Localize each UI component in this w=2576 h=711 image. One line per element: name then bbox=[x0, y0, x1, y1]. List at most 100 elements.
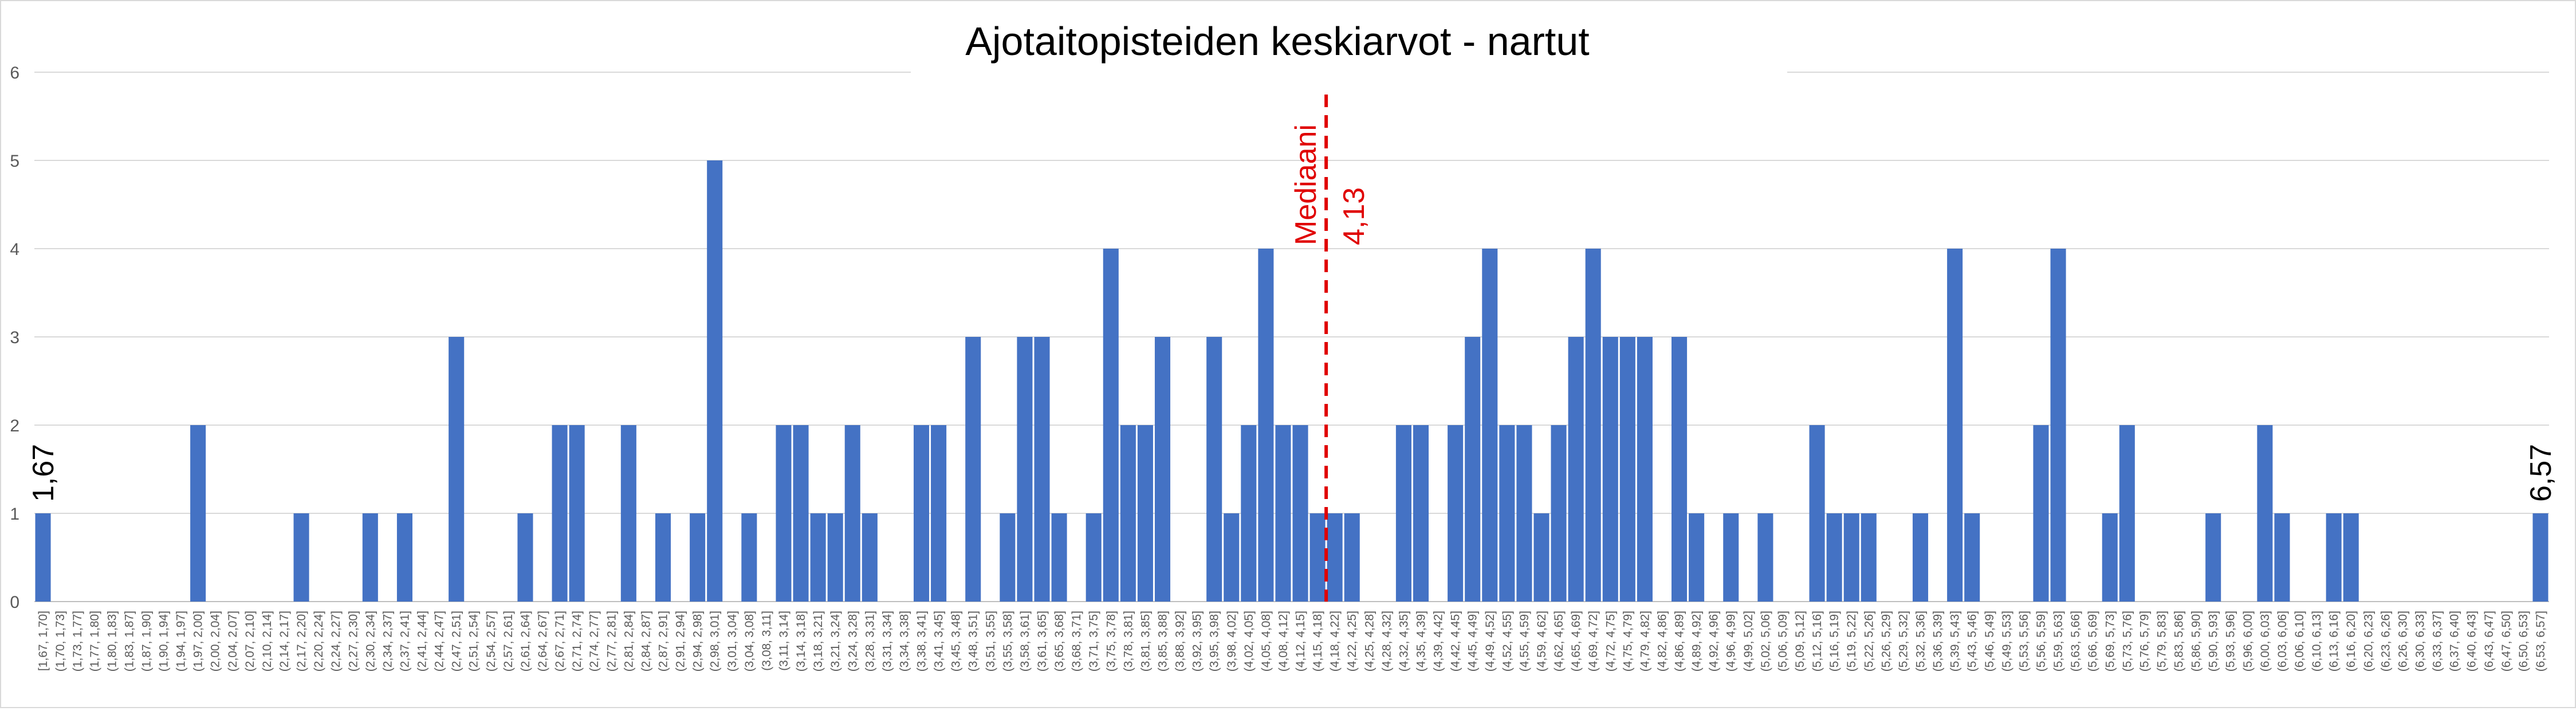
x-tick-label: (4,75, 4,79] bbox=[1621, 611, 1634, 671]
bar bbox=[707, 160, 723, 602]
bar bbox=[913, 425, 930, 602]
bar bbox=[931, 425, 947, 602]
bar bbox=[2050, 249, 2066, 602]
x-tick-label: (4,82, 4,86] bbox=[1655, 611, 1669, 671]
bar bbox=[2274, 513, 2290, 602]
bar bbox=[793, 425, 809, 602]
x-tick-label: (2,74, 2,77] bbox=[588, 611, 601, 671]
bar bbox=[1947, 249, 1963, 602]
x-tick-label: (4,42, 4,45] bbox=[1449, 611, 1462, 671]
x-tick-label: (3,71, 3,75] bbox=[1087, 611, 1100, 671]
x-tick-label: (2,47, 2,51] bbox=[450, 611, 463, 671]
x-tick-label: (2,27, 2,30] bbox=[347, 611, 360, 671]
x-tick-label: (5,02, 5,06] bbox=[1759, 611, 1772, 671]
x-axis-tick-labels: [1,67, 1,70] (1,70, 1,73] (1,73, 1,77] (1,7… bbox=[37, 611, 2547, 671]
x-tick-label: (4,39, 4,42] bbox=[1432, 611, 1445, 671]
x-tick-label: (6,26, 6,30] bbox=[2396, 611, 2409, 671]
x-tick-label: (3,95, 3,98] bbox=[1208, 611, 1221, 671]
x-tick-label: (5,83, 5,86] bbox=[2173, 611, 2186, 671]
bar bbox=[1585, 249, 1601, 602]
bar bbox=[1103, 249, 1119, 602]
bar bbox=[1551, 425, 1567, 602]
bar bbox=[552, 425, 568, 602]
bar bbox=[1292, 425, 1308, 602]
bar bbox=[1637, 337, 1653, 602]
x-tick-label: (3,58, 3,61] bbox=[1018, 611, 1032, 671]
x-tick-label: (3,18, 3,21] bbox=[812, 611, 825, 671]
bar bbox=[2205, 513, 2221, 602]
x-tick-label: (2,14, 2,17] bbox=[278, 611, 291, 671]
x-tick-label: (4,05, 4,08] bbox=[1260, 611, 1273, 671]
x-tick-label: (3,85, 3,88] bbox=[1156, 611, 1169, 671]
x-tick-label: (1,77, 1,80] bbox=[88, 611, 101, 671]
bar bbox=[2532, 513, 2549, 602]
x-tick-label: (4,96, 4,99] bbox=[1725, 611, 1738, 671]
x-tick-label: (1,97, 2,00] bbox=[192, 611, 205, 671]
x-tick-label: (2,34, 2,37] bbox=[381, 611, 394, 671]
bar bbox=[1757, 513, 1773, 602]
bar bbox=[1086, 513, 1102, 602]
x-tick-label: (5,43, 5,46] bbox=[1966, 611, 1979, 671]
bar bbox=[827, 513, 843, 602]
bar bbox=[1516, 425, 1532, 602]
bar bbox=[1843, 513, 1859, 602]
x-tick-label: (6,00, 6,03] bbox=[2259, 611, 2272, 671]
x-tick-label: (6,30, 6,33] bbox=[2413, 611, 2426, 671]
x-tick-label: (2,61, 2,64] bbox=[519, 611, 532, 671]
bar bbox=[1275, 425, 1291, 602]
x-tick-label: (2,10, 2,14] bbox=[261, 611, 274, 671]
x-tick-label: (3,92, 3,95] bbox=[1191, 611, 1204, 671]
x-tick-label: (2,41, 2,44] bbox=[416, 611, 429, 671]
bar bbox=[1861, 513, 1877, 602]
x-tick-label: (6,06, 6,10] bbox=[2293, 611, 2306, 671]
x-tick-label: (5,22, 5,26] bbox=[1862, 611, 1875, 671]
x-tick-label: (3,88, 3,92] bbox=[1174, 611, 1187, 671]
bar bbox=[2257, 425, 2273, 602]
x-tick-label: (1,87, 1,90] bbox=[140, 611, 153, 671]
bar bbox=[1241, 425, 1257, 602]
y-tick-label: 0 bbox=[10, 593, 19, 612]
x-tick-label: (5,26, 5,29] bbox=[1879, 611, 1893, 671]
x-tick-label: (2,57, 2,61] bbox=[502, 611, 515, 671]
x-tick-label: (2,91, 2,94] bbox=[674, 611, 687, 671]
title-background bbox=[911, 17, 1787, 74]
bar bbox=[1499, 425, 1515, 602]
bar bbox=[1568, 337, 1584, 602]
x-tick-label: (2,87, 2,91] bbox=[657, 611, 670, 671]
x-tick-label: (3,04, 3,08] bbox=[743, 611, 756, 671]
x-tick-label: (4,65, 4,69] bbox=[1570, 611, 1583, 671]
x-tick-label: (3,08, 3,11] bbox=[760, 611, 773, 671]
x-tick-label: (4,69, 4,72] bbox=[1587, 611, 1600, 671]
x-tick-label: (4,79, 4,82] bbox=[1638, 611, 1651, 671]
x-tick-label: (3,45, 3,48] bbox=[950, 611, 963, 671]
x-tick-label: (3,65, 3,68] bbox=[1053, 611, 1066, 671]
x-tick-label: (1,80, 1,83] bbox=[105, 611, 119, 671]
bar bbox=[862, 513, 878, 602]
bar bbox=[1051, 513, 1067, 602]
x-tick-label: (5,79, 5,83] bbox=[2155, 611, 2168, 671]
x-tick-label: (5,96, 6,00] bbox=[2241, 611, 2255, 671]
x-tick-label: (1,73, 1,77] bbox=[71, 611, 84, 671]
bar bbox=[965, 337, 981, 602]
bar bbox=[1154, 337, 1171, 602]
bar bbox=[1206, 337, 1222, 602]
bar bbox=[1533, 513, 1549, 602]
x-tick-label: (5,86, 5,90] bbox=[2190, 611, 2203, 671]
x-tick-label: (4,89, 4,92] bbox=[1690, 611, 1704, 671]
x-tick-label: (2,44, 2,47] bbox=[433, 611, 446, 671]
y-tick-label: 2 bbox=[10, 417, 19, 435]
x-tick-label: (4,62, 4,65] bbox=[1552, 611, 1566, 671]
bar bbox=[1964, 513, 1980, 602]
x-tick-label: (4,86, 4,89] bbox=[1673, 611, 1686, 671]
x-tick-label: (4,49, 4,52] bbox=[1484, 611, 1497, 671]
bar bbox=[1723, 513, 1739, 602]
x-tick-label: (5,73, 5,76] bbox=[2121, 611, 2134, 671]
x-tick-label: (2,17, 2,20] bbox=[295, 611, 308, 671]
y-tick-label: 1 bbox=[10, 505, 19, 524]
x-tick-label: (3,48, 3,51] bbox=[967, 611, 980, 671]
x-tick-label: (2,98, 3,01] bbox=[709, 611, 722, 671]
x-tick-label: (5,76, 5,79] bbox=[2138, 611, 2151, 671]
bar bbox=[1309, 513, 1326, 602]
x-tick-label: (6,03, 6,06] bbox=[2276, 611, 2289, 671]
chart-title: Ajotaitopisteiden keskiarvot - nartut bbox=[965, 19, 1589, 64]
